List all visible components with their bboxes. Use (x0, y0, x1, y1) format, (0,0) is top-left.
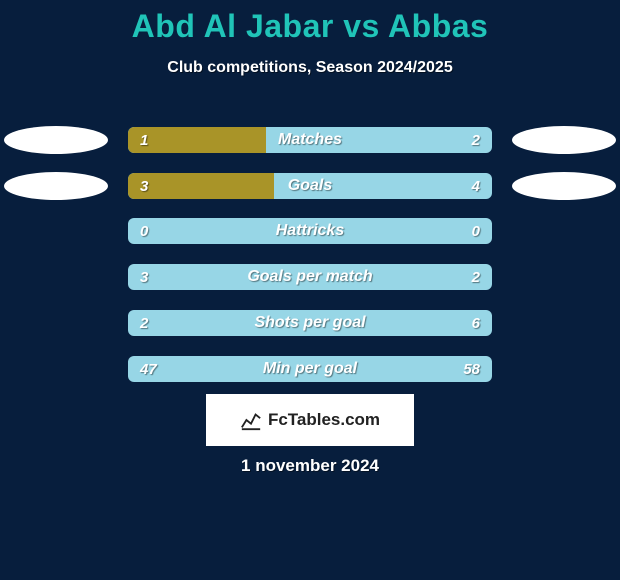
stat-value-right: 2 (472, 127, 480, 153)
right-ellipse-slot (508, 172, 620, 200)
left-ellipse-slot (0, 126, 112, 154)
stat-bar: 1Matches2 (128, 127, 492, 153)
footer-date: 1 november 2024 (0, 456, 620, 476)
stat-value-right: 0 (472, 218, 480, 244)
comparison-infographic: Abd Al Jabar vs Abbas Club competitions,… (0, 0, 620, 580)
stat-bar-fill (128, 127, 266, 153)
stat-bar: 0Hattricks0 (128, 218, 492, 244)
subtitle: Club competitions, Season 2024/2025 (0, 59, 620, 77)
stat-label: Goals per match (128, 264, 492, 290)
stat-bar: 3Goals per match2 (128, 264, 492, 290)
brand-text: FcTables.com (268, 410, 380, 430)
stat-value-right: 58 (463, 356, 480, 382)
page-title: Abd Al Jabar vs Abbas (0, 0, 620, 45)
player-right-marker (512, 126, 616, 154)
stat-value-left: 2 (140, 310, 148, 336)
stat-row: 3Goals4 (0, 172, 620, 200)
stat-label: Shots per goal (128, 310, 492, 336)
chart-icon (240, 409, 262, 431)
stat-row: 3Goals per match2 (0, 264, 620, 290)
stat-value-right: 6 (472, 310, 480, 336)
stat-value-right: 4 (472, 173, 480, 199)
stat-row: 47Min per goal58 (0, 356, 620, 382)
right-ellipse-slot (508, 126, 620, 154)
player-left-marker (4, 126, 108, 154)
stat-value-left: 47 (140, 356, 157, 382)
stat-row: 2Shots per goal6 (0, 310, 620, 336)
stat-row: 0Hattricks0 (0, 218, 620, 244)
stat-bar: 47Min per goal58 (128, 356, 492, 382)
brand-badge: FcTables.com (206, 394, 414, 446)
stat-bar-fill (128, 173, 274, 199)
player-left-marker (4, 172, 108, 200)
stat-value-left: 3 (140, 264, 148, 290)
stat-label: Hattricks (128, 218, 492, 244)
stat-bar: 2Shots per goal6 (128, 310, 492, 336)
stat-row: 1Matches2 (0, 126, 620, 154)
stat-label: Min per goal (128, 356, 492, 382)
stat-value-left: 0 (140, 218, 148, 244)
stat-bar: 3Goals4 (128, 173, 492, 199)
left-ellipse-slot (0, 172, 112, 200)
stat-value-right: 2 (472, 264, 480, 290)
player-right-marker (512, 172, 616, 200)
